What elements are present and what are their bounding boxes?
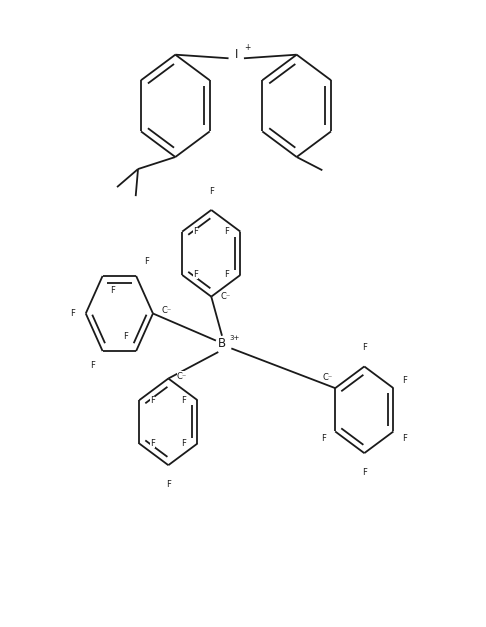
- Text: C⁻: C⁻: [221, 292, 231, 301]
- Text: F: F: [69, 309, 74, 318]
- Text: 3+: 3+: [230, 335, 240, 340]
- Text: F: F: [362, 343, 367, 352]
- Text: F: F: [181, 396, 186, 404]
- Text: F: F: [166, 480, 171, 488]
- Text: F: F: [362, 468, 367, 477]
- Text: F: F: [225, 227, 229, 236]
- Text: F: F: [123, 332, 128, 341]
- Text: F: F: [193, 227, 198, 236]
- Text: B: B: [218, 337, 226, 350]
- Text: C⁻: C⁻: [323, 373, 333, 382]
- Text: +: +: [244, 43, 250, 52]
- Text: F: F: [181, 439, 186, 448]
- Text: F: F: [321, 435, 326, 443]
- Text: F: F: [110, 286, 115, 295]
- Text: I: I: [235, 48, 239, 61]
- Text: F: F: [151, 396, 156, 404]
- Text: C⁻: C⁻: [177, 372, 187, 381]
- Text: F: F: [193, 270, 198, 280]
- Text: C⁻: C⁻: [161, 306, 172, 315]
- Text: F: F: [209, 186, 214, 196]
- Text: F: F: [151, 439, 156, 448]
- Text: F: F: [402, 376, 407, 386]
- Text: F: F: [402, 435, 407, 443]
- Text: F: F: [144, 257, 149, 266]
- Text: F: F: [90, 361, 95, 370]
- Text: F: F: [225, 270, 229, 280]
